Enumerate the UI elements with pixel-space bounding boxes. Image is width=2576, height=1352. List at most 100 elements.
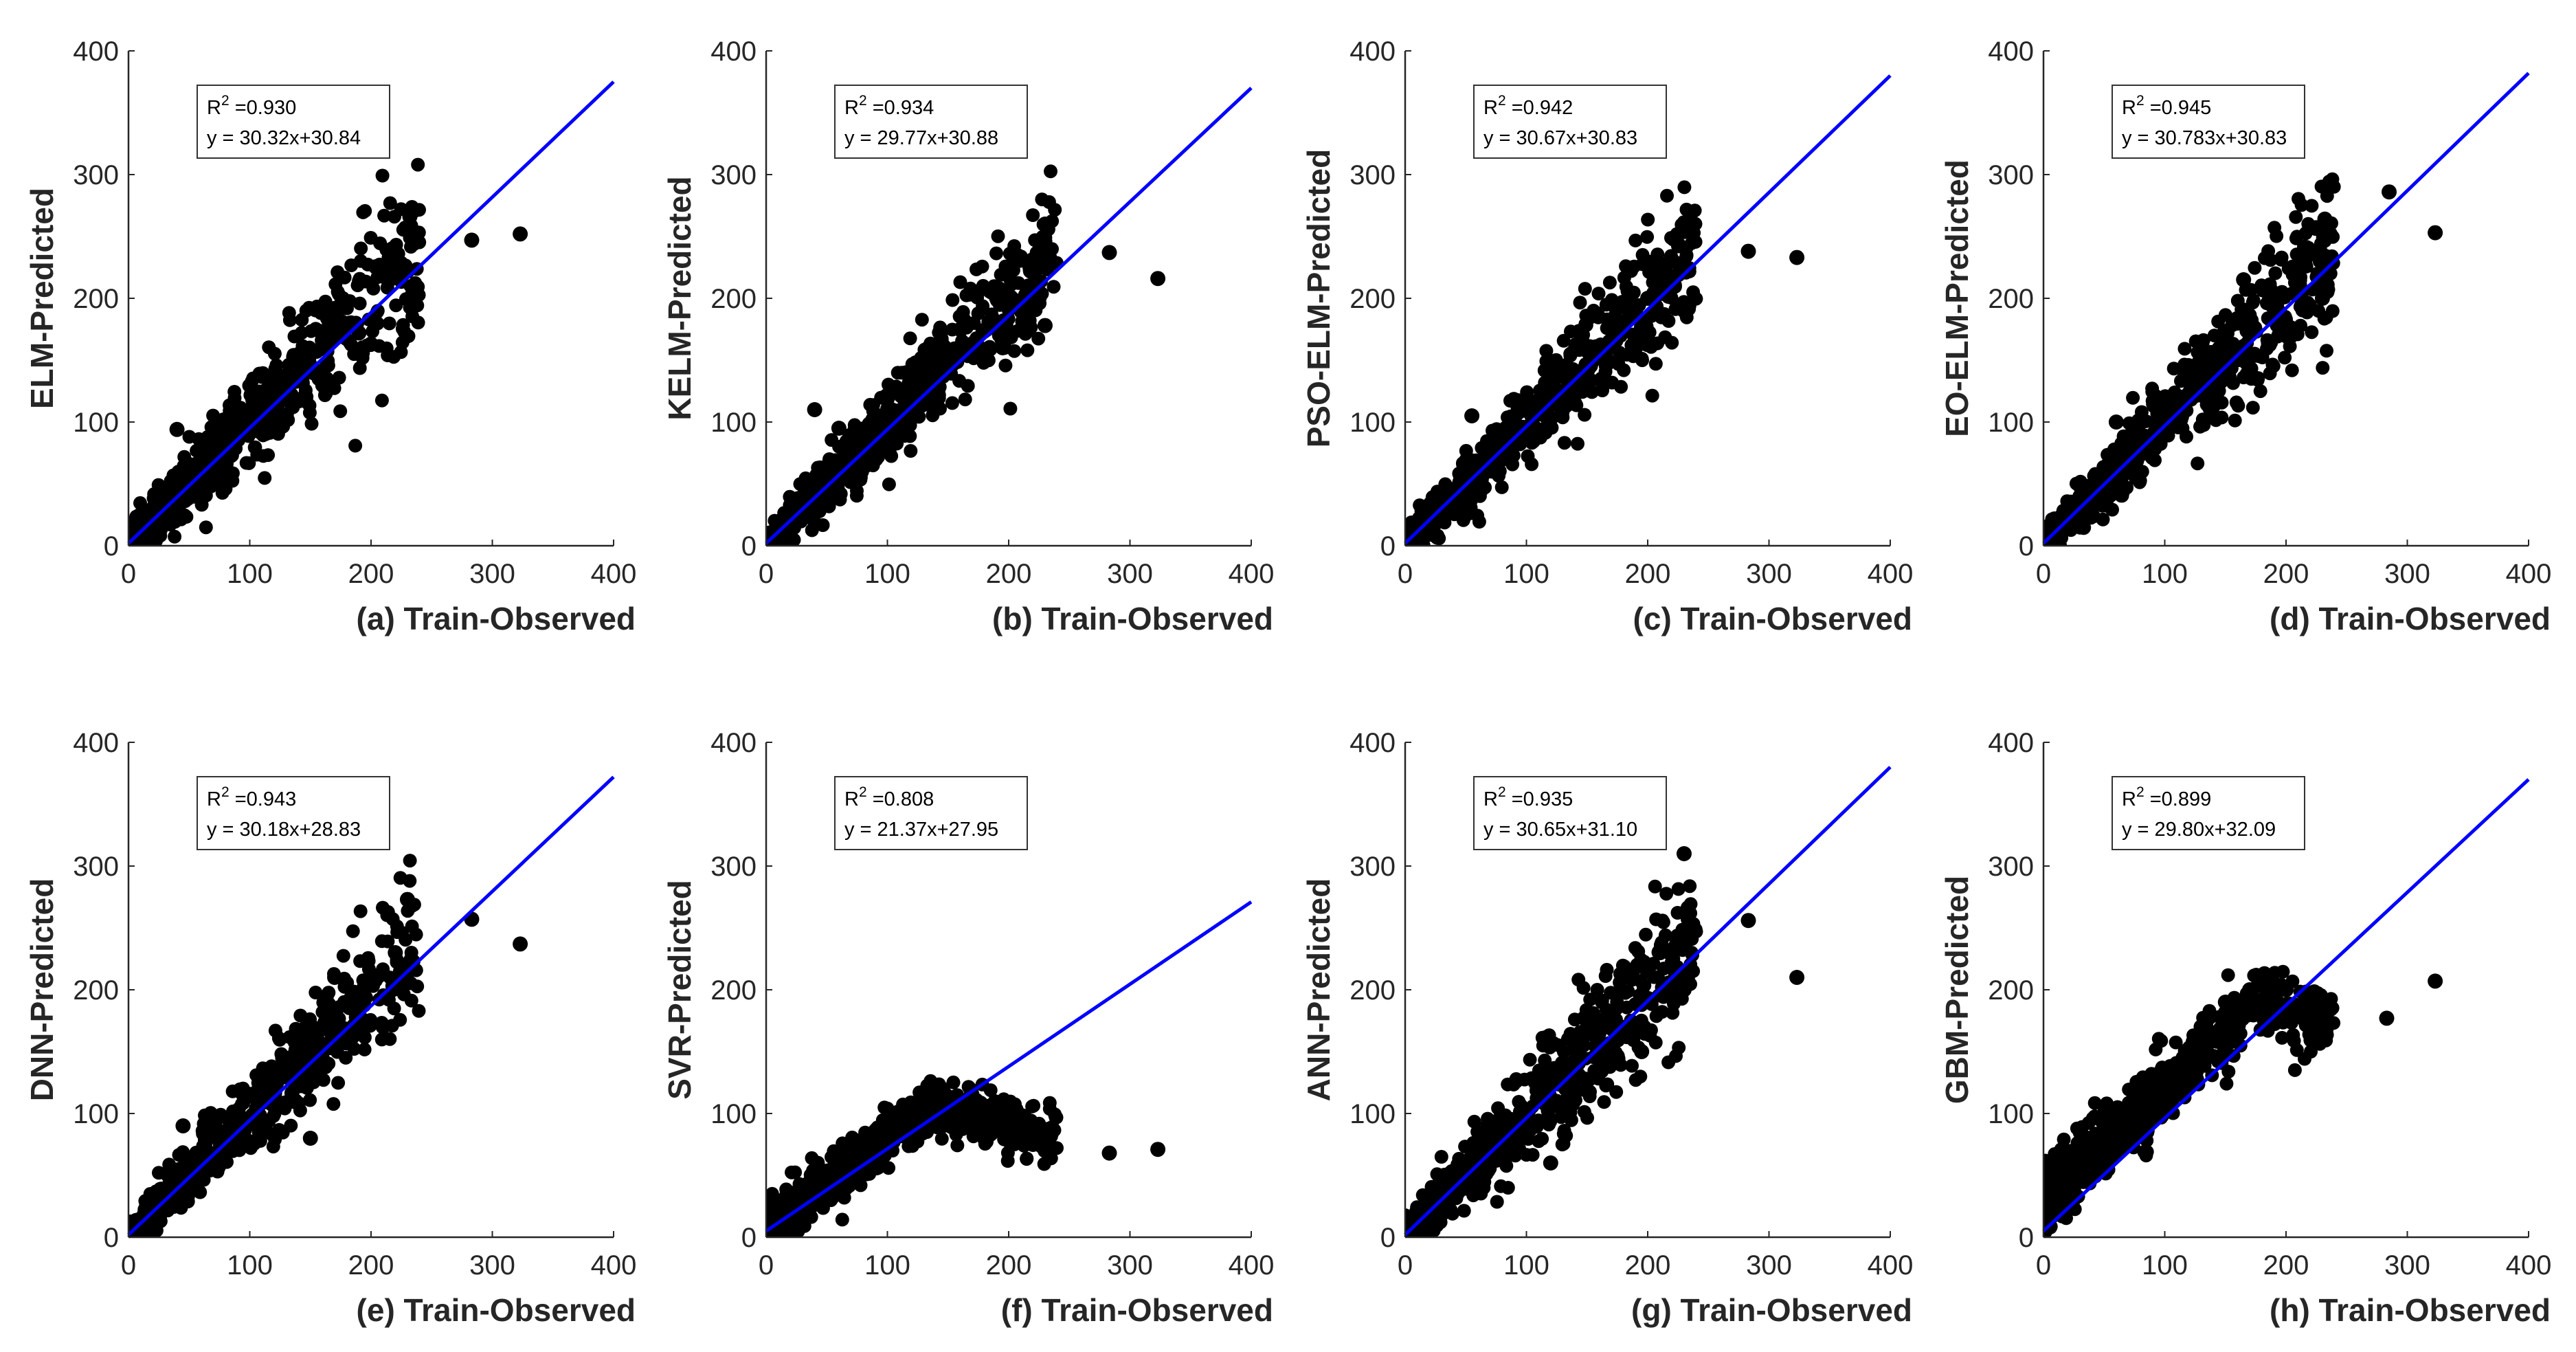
data-point [1591,287,1606,301]
data-point [1626,287,1640,300]
data-point [1590,983,1604,997]
data-point [945,396,959,410]
r-squared-value: =0.943 [229,788,297,810]
data-point [1042,1096,1057,1110]
data-point [336,949,350,963]
data-point [2219,344,2234,359]
data-point [1050,1141,1064,1155]
data-point [1499,1159,1514,1173]
data-point-outlier [363,336,379,352]
data-point [1430,531,1444,545]
data-point [331,1076,346,1090]
data-point [1565,362,1580,376]
data-point [1617,960,1631,973]
x-tick-label: 0 [1398,559,1413,589]
data-point [1600,1002,1613,1017]
data-point [2144,446,2159,461]
data-point [983,1083,998,1098]
data-point [1671,882,1685,896]
r-squared-value: =0.930 [229,97,297,119]
data-point [409,927,423,942]
data-point [1680,927,1694,941]
data-point [934,329,948,344]
data-point [1659,887,1674,901]
data-point [1599,1078,1613,1093]
data-point [189,487,203,502]
data-points [128,854,528,1237]
x-tick-label: 400 [1229,559,1275,589]
data-point [1490,1195,1504,1209]
data-point [2248,261,2262,275]
data-point [1620,1000,1634,1015]
data-point-outlier [831,421,847,436]
x-tick-label: 400 [1868,1250,1914,1281]
fit-equation-text: y = 30.18x+28.83 [207,819,361,841]
r-squared-superscript: 2 [1498,93,1506,109]
data-point [242,405,256,419]
data-point [2274,252,2288,267]
data-point [2079,511,2094,525]
data-point [287,1061,302,1074]
data-point [258,403,272,418]
data-point [206,408,221,423]
data-point [926,408,940,423]
data-point [2326,230,2340,244]
y-tick-label: 400 [73,36,119,67]
data-point [236,1081,250,1096]
data-point [1572,1070,1587,1085]
data-point [2043,518,2058,533]
data-point [1612,346,1626,359]
x-tick-label: 300 [1107,559,1153,589]
data-point [1689,291,1703,306]
data-point [315,1062,329,1076]
data-point [295,313,309,327]
data-point [810,1163,824,1177]
data-point [893,1109,906,1124]
data-point [1644,309,1659,323]
data-point [2301,217,2316,231]
y-tick-label: 0 [1380,1223,1396,1253]
data-point [1541,380,1556,395]
data-point [333,404,348,419]
y-tick-label: 0 [2019,531,2034,562]
y-tick-label: 400 [1988,36,2034,67]
data-point [199,520,213,535]
data-point [770,1198,784,1212]
data-point [223,1118,237,1132]
data-point [1597,1059,1611,1074]
data-point [268,362,282,376]
data-point [2316,361,2330,375]
data-point [1007,344,1022,358]
data-point [944,366,959,381]
legend-box [197,776,390,850]
data-point [1632,1023,1646,1038]
data-point [2177,364,2191,379]
data-point [793,477,807,491]
r-squared-label: R [1483,97,1498,119]
x-tick-label: 200 [348,1250,394,1281]
r-squared-value: =0.935 [1506,788,1573,810]
data-point [1642,325,1657,340]
data-point [304,417,319,431]
data-point [1044,164,1057,179]
data-point [1659,264,1673,278]
data-point [1567,1054,1581,1067]
data-point [390,978,404,993]
fit-line [127,775,615,1237]
data-point [1022,324,1035,338]
data-point-outlier [1001,1133,1016,1149]
data-point [295,339,310,353]
data-point [2126,390,2140,405]
data-point [177,487,191,501]
data-point [1037,1157,1051,1171]
data-point [357,1042,372,1056]
data-point-outlier [1464,408,1480,423]
data-point [220,1155,234,1169]
x-tick-label: 400 [591,1250,637,1281]
data-point-outlier [1037,1143,1053,1158]
data-point [1477,1129,1491,1143]
data-point-outlier [513,936,528,952]
data-point [2221,326,2235,341]
r-squared-superscript: 2 [221,93,229,109]
